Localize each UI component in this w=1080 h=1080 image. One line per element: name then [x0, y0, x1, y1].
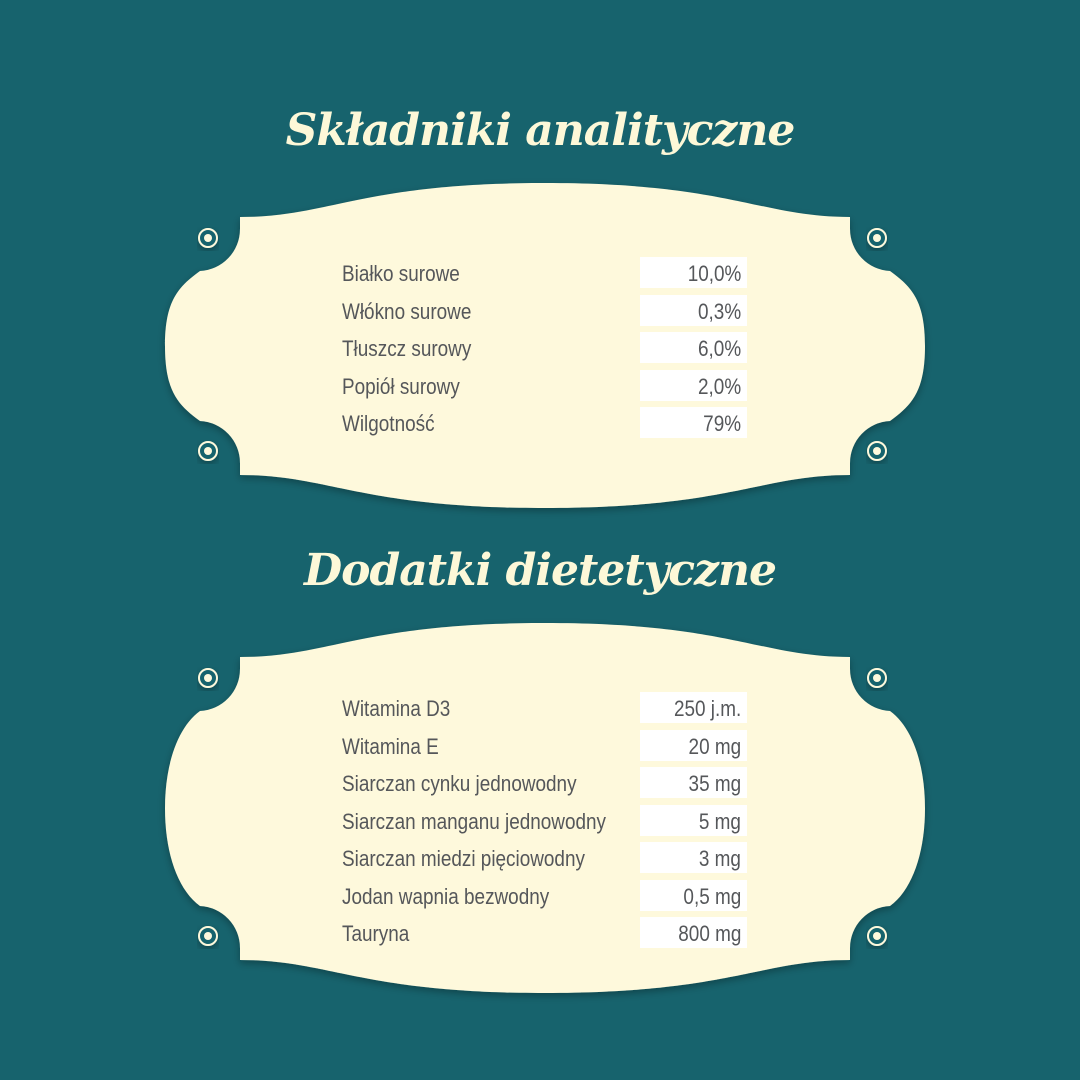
- screw-icon: [198, 441, 218, 461]
- row-label: Witamina E: [342, 733, 439, 759]
- screw-icon: [867, 668, 887, 688]
- screw-icon: [867, 926, 887, 946]
- row-value-box: 800 mg: [640, 917, 747, 948]
- row-value-box: 5 mg: [640, 804, 747, 836]
- table-row: Siarczan manganu jednowodny 5 mg: [342, 804, 748, 843]
- row-label: Białko surowe: [342, 261, 460, 286]
- row-value: 20 mg: [688, 733, 741, 759]
- row-value: 35 mg: [688, 771, 741, 796]
- analytical-table: Białko surowe 10,0% Włókno surowe 0,3% Tłusz…: [342, 257, 748, 445]
- row-label: Włókno surowe: [342, 298, 472, 324]
- row-label: Wilgotność: [342, 411, 435, 436]
- row-value-box: 6,0%: [640, 332, 747, 363]
- row-label: Popiół surowy: [342, 373, 460, 399]
- row-label: Siarczan manganu jednowodny: [342, 808, 607, 834]
- table-row: Siarczan cynku jednowodny 35 mg: [342, 767, 748, 805]
- table-row: Jodan wapnia bezwodny 0,5 mg: [342, 879, 748, 918]
- screw-icon: [867, 441, 887, 461]
- row-value-box: 79%: [640, 407, 747, 438]
- row-value-box: 0,3%: [640, 294, 747, 326]
- table-row: Włókno surowe 0,3%: [342, 294, 748, 333]
- row-value: 79%: [703, 411, 741, 436]
- row-label: Witamina D3: [342, 696, 451, 721]
- row-value: 5 mg: [698, 808, 741, 834]
- additives-table: Witamina D3 250 j.m. Witamina E 20 mg Siarcz…: [342, 692, 748, 955]
- row-value: 6,0%: [697, 336, 741, 361]
- row-value: 0,5 mg: [683, 883, 741, 909]
- screw-icon: [198, 228, 218, 248]
- row-label: Tauryna: [342, 921, 410, 946]
- table-row: Siarczan miedzi pięciowodny 3 mg: [342, 842, 748, 880]
- table-row: Witamina D3 250 j.m.: [342, 692, 748, 730]
- screw-icon: [198, 926, 218, 946]
- section-title-additives: Dodatki dietetyczne: [303, 545, 777, 596]
- row-label: Tłuszcz surowy: [342, 336, 472, 361]
- screw-icon: [867, 228, 887, 248]
- row-value: 10,0%: [687, 261, 741, 286]
- row-value: 250 j.m.: [673, 696, 741, 721]
- table-row: Białko surowe 10,0%: [342, 257, 748, 295]
- section-title-analytical: Składniki analityczne: [285, 105, 796, 156]
- row-value: 3 mg: [698, 846, 741, 871]
- row-value: 800 mg: [677, 921, 741, 946]
- table-row: Tłuszcz surowy 6,0%: [342, 332, 748, 370]
- row-value-box: 2,0%: [640, 369, 747, 401]
- row-value-box: 250 j.m.: [640, 692, 747, 723]
- row-label: Siarczan miedzi pięciowodny: [342, 846, 585, 871]
- table-row: Popiół surowy 2,0%: [342, 369, 748, 408]
- row-value-box: 0,5 mg: [640, 879, 747, 911]
- row-value-box: 35 mg: [640, 767, 747, 798]
- screw-icon: [198, 668, 218, 688]
- row-value: 0,3%: [697, 298, 741, 324]
- row-label: Siarczan cynku jednowodny: [342, 771, 577, 796]
- row-value: 2,0%: [697, 373, 741, 399]
- row-label: Jodan wapnia bezwodny: [342, 883, 550, 909]
- table-row: Tauryna 800 mg: [342, 917, 748, 955]
- table-row: Witamina E 20 mg: [342, 729, 748, 768]
- table-row: Wilgotność 79%: [342, 407, 748, 445]
- row-value-box: 10,0%: [640, 257, 747, 288]
- row-value-box: 3 mg: [640, 842, 747, 873]
- row-value-box: 20 mg: [640, 729, 747, 761]
